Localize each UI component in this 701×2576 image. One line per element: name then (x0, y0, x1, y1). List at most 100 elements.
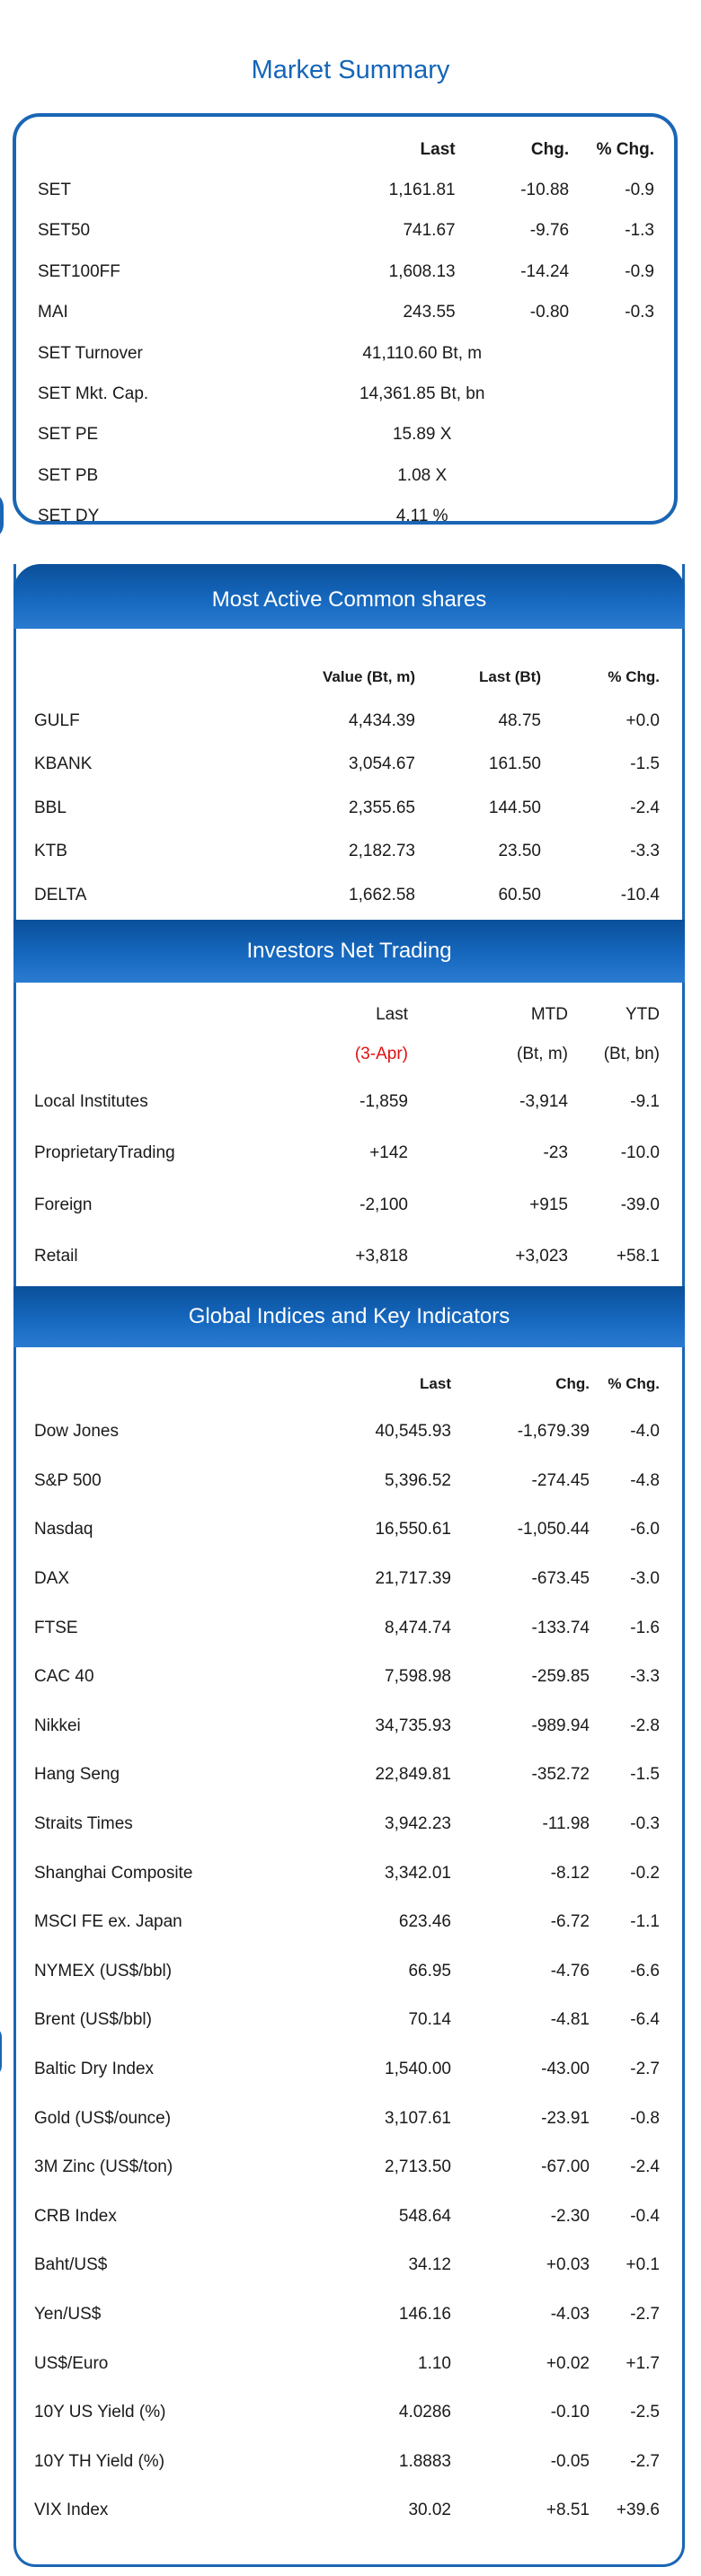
column-header-last: Last (420, 139, 456, 159)
section-header-most-active: Most Active Common shares (13, 564, 685, 629)
column-header-ytd: YTD (626, 1005, 660, 1024)
cell-chg: -2.30 (550, 2206, 590, 2226)
cell-chg: -352.72 (531, 1765, 590, 1785)
table-row: Local Institutes -1,859 -3,914 -9.1 (20, 1076, 660, 1128)
cell-pct: -3.3 (630, 1667, 660, 1687)
cell-last: 243.55 (403, 303, 456, 322)
table-row: 3M Zinc (US$/ton) 2,713.50 -67.00 -2.4 (20, 2143, 660, 2192)
cell-last: 1,540.00 (385, 2060, 451, 2079)
table-row: SET PB 1.08 X (25, 455, 654, 496)
row-label: SET PE (38, 425, 99, 445)
market-summary-title: Market Summary (251, 56, 450, 84)
cell-chg: -259.85 (531, 1667, 590, 1687)
table-row: SET 1,161.81 -10.88 -0.9 (25, 170, 654, 210)
cell-chg: -11.98 (542, 1814, 590, 1834)
table-row: Nasdaq 16,550.61 -1,050.44 -6.0 (20, 1505, 660, 1555)
table-row: GULF 4,434.39 48.75 +0.0 (20, 700, 660, 744)
cell-last: -1,859 (359, 1091, 408, 1111)
column-header-value: Value (Bt, m) (323, 668, 415, 686)
side-tab-decoration (0, 492, 4, 539)
row-label: Nasdaq (34, 1520, 93, 1539)
cell-pct: -0.9 (625, 181, 654, 200)
cell-last: 21,717.39 (375, 1569, 451, 1589)
table-header-row: Value (Bt, m) Last (Bt) % Chg. (20, 656, 660, 700)
cell-pct: -6.4 (630, 2010, 660, 2030)
global-indices-table: Last Chg. % Chg. Dow Jones 40,545.93 -1,67… (20, 1361, 660, 2536)
row-label: KBANK (34, 754, 93, 774)
table-header-row: Last MTD YTD (20, 997, 660, 1033)
cell-pct: -3.0 (630, 1569, 660, 1589)
table-row: BBL 2,355.65 144.50 -2.4 (20, 787, 660, 831)
cell-chg: -0.80 (529, 303, 570, 322)
global-indices-rows: Dow Jones 40,545.93 -1,679.39 -4.0 S&P 500 5,… (20, 1407, 660, 2536)
section-title: Global Indices and Key Indicators (188, 1304, 510, 1328)
cell-chg: +0.02 (546, 2353, 590, 2373)
cell-ytd: +58.1 (616, 1247, 660, 1266)
table-row: Gold (US$/ounce) 3,107.61 -23.91 -0.8 (20, 2094, 660, 2143)
cell-last: 623.46 (398, 1912, 451, 1932)
row-label: Baht/US$ (34, 2255, 108, 2275)
table-row: CRB Index 548.64 -2.30 -0.4 (20, 2192, 660, 2242)
cell-last: 161.50 (488, 754, 541, 774)
table-row: Hang Seng 22,849.81 -352.72 -1.5 (20, 1751, 660, 1800)
cell-pct: -3.3 (630, 842, 660, 861)
cell-pct: -2.8 (630, 1716, 660, 1735)
cell-chg: -9.76 (529, 221, 570, 241)
cell-last: 548.64 (398, 2206, 451, 2226)
cell-last: 3,942.23 (385, 1814, 451, 1834)
column-header-pct-chg: % Chg. (608, 1375, 660, 1392)
cell-value: 1,662.58 (349, 885, 415, 904)
cell-last: 48.75 (498, 710, 541, 730)
table-row: SET100FF 1,608.13 -14.24 -0.9 (25, 251, 654, 292)
cell-chg: -6.72 (550, 1912, 590, 1932)
cell-pct: -2.7 (630, 2304, 660, 2324)
table-row: VIX Index 30.02 +8.51 +39.6 (20, 2486, 660, 2536)
cell-pct: -2.4 (630, 798, 660, 817)
cell-chg: -43.00 (541, 2060, 590, 2079)
cell-mtd: +915 (529, 1195, 568, 1214)
row-label: KTB (34, 842, 67, 861)
table-row: CAC 40 7,598.98 -259.85 -3.3 (20, 1653, 660, 1702)
column-header-last: Last (Bt) (479, 668, 541, 686)
cell-last: 3,342.01 (385, 1863, 451, 1883)
cell-last: 3,107.61 (385, 2108, 451, 2128)
row-label: Straits Times (34, 1814, 133, 1834)
column-header-chg: Chg. (555, 1375, 590, 1392)
cell-ytd: -9.1 (630, 1091, 660, 1111)
cell-pct: +0.1 (626, 2255, 660, 2275)
cell-pct: -0.4 (630, 2206, 660, 2226)
cell-pct: -0.2 (630, 1863, 660, 1883)
investors-table: Last MTD YTD (3-Apr) (Bt, m) (Bt, bn) Lo… (20, 997, 660, 1283)
cell-last: 70.14 (408, 2010, 451, 2030)
table-row: NYMEX (US$/bbl) 66.95 -4.76 -6.6 (20, 1947, 660, 1997)
cell-pct: -4.8 (630, 1470, 660, 1490)
cell-chg: -673.45 (531, 1569, 590, 1589)
cell-last: 34.12 (408, 2255, 451, 2275)
row-label: ProprietaryTrading (34, 1143, 175, 1163)
table-row: SET Turnover 41,110.60 Bt, m (25, 333, 654, 374)
row-label: CAC 40 (34, 1667, 94, 1687)
cell-pct: -2.7 (630, 2451, 660, 2471)
cell-chg: +0.03 (546, 2255, 590, 2275)
table-row: Shanghai Composite 3,342.01 -8.12 -0.2 (20, 1848, 660, 1898)
cell-last: 1,161.81 (388, 181, 456, 200)
cell-value: 2,355.65 (349, 798, 415, 817)
table-row: FTSE 8,474.74 -133.74 -1.6 (20, 1603, 660, 1653)
table-row: Baht/US$ 34.12 +0.03 +0.1 (20, 2241, 660, 2290)
row-label: SET (38, 181, 71, 200)
cell-pct: -0.3 (630, 1814, 660, 1834)
cell-chg: -0.05 (550, 2451, 590, 2471)
cell-pct: -0.8 (630, 2108, 660, 2128)
row-label: US$/Euro (34, 2353, 109, 2373)
table-row: SET50 741.67 -9.76 -1.3 (25, 211, 654, 251)
cell-last: 144.50 (488, 798, 541, 817)
cell-chg: -10.88 (520, 181, 570, 200)
table-subheader-row: (3-Apr) (Bt, m) (Bt, bn) (20, 1033, 660, 1076)
cell-value: 4.11 % (395, 507, 448, 526)
row-label: SET Mkt. Cap. (38, 384, 149, 404)
cell-last: +3,818 (355, 1247, 408, 1266)
cell-chg: -0.10 (550, 2403, 590, 2422)
cell-pct: +1.7 (626, 2353, 660, 2373)
row-label: Brent (US$/bbl) (34, 2010, 152, 2030)
cell-chg: -1,050.44 (517, 1520, 590, 1539)
